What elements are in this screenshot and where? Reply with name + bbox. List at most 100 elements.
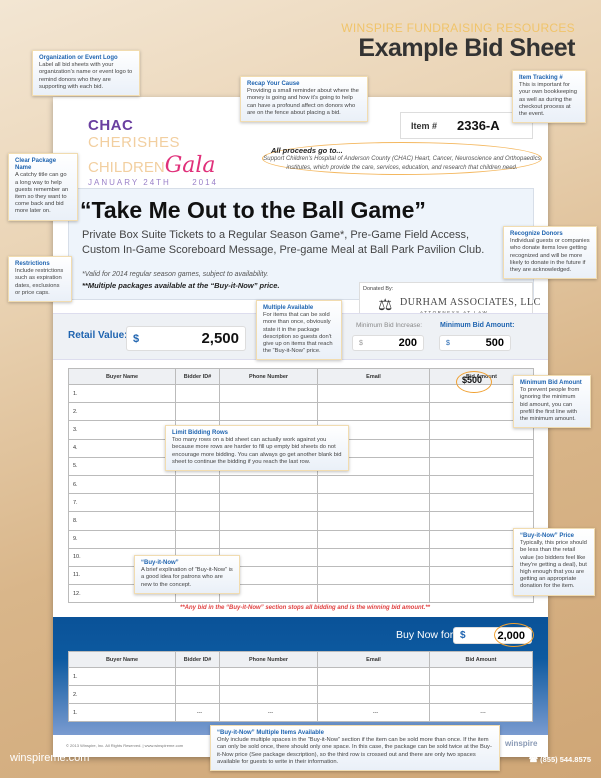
callout-title: Minimum Bid Amount — [520, 380, 582, 386]
buy-now-cell[interactable] — [317, 685, 430, 704]
row-number-cell[interactable]: 3. — [68, 420, 176, 440]
phone-number: ☎ (855) 544.8575 — [528, 755, 591, 764]
row-number-cell[interactable]: 4. — [68, 438, 176, 458]
min-increase-value: 200 — [398, 337, 417, 349]
buy-now-table: Buyer Name Bidder ID# Phone Number Email… — [68, 651, 533, 722]
row-number-cell[interactable]: 6. — [68, 474, 176, 495]
buy-now-cell[interactable]: --- — [317, 703, 430, 722]
donor-subtitle: ATTORNEYS AT LAW — [420, 310, 488, 315]
bid-cell[interactable] — [429, 474, 534, 495]
bid-cell[interactable] — [219, 383, 318, 404]
buy-it-now-warning: **Any bid in the “Buy-it-Now” section st… — [180, 605, 431, 611]
bid-cell[interactable] — [317, 565, 430, 586]
row-number-cell[interactable]: 1. — [68, 383, 176, 404]
bid-cell[interactable] — [317, 493, 430, 513]
buy-now-cell[interactable]: --- — [175, 703, 220, 722]
row-number-cell[interactable]: 2. — [68, 402, 176, 422]
buy-now-cell[interactable] — [317, 667, 430, 686]
package-panel — [68, 188, 534, 300]
row-number-cell[interactable]: 5. — [68, 456, 176, 476]
callout-title: “Buy-it-Now” Multiple Items Available — [217, 730, 324, 736]
bid-cell[interactable] — [175, 511, 220, 531]
bid-cell[interactable] — [429, 456, 534, 476]
logo-chac: CHAC — [88, 117, 134, 134]
callout-text: Too many rows on a bid sheet can actuall… — [172, 437, 342, 465]
buy-now-cell[interactable] — [429, 667, 533, 686]
retail-value-field[interactable]: $2,500 — [126, 326, 246, 351]
bid-cell[interactable] — [219, 529, 318, 549]
proceeds-text: Support Children's Hospital of Anderson … — [263, 156, 541, 171]
scales-icon: ⚖ — [378, 297, 393, 314]
buy-now-cell[interactable]: --- — [219, 703, 318, 722]
row-number-cell[interactable]: 1. — [68, 667, 176, 686]
highlight-circle — [456, 371, 492, 393]
event-logo: CHAC CHERISHES CHILDRENGala JANUARY 24TH… — [88, 117, 218, 187]
logo-cherishes: CHERISHES — [88, 134, 181, 151]
row-number-cell[interactable]: 7. — [68, 493, 176, 513]
row-number-cell[interactable]: 9. — [68, 529, 176, 549]
bid-cell[interactable] — [175, 529, 220, 549]
table-row: 2. — [68, 685, 533, 704]
bid-cell[interactable] — [317, 584, 430, 604]
bid-cell[interactable] — [317, 402, 430, 422]
bid-cell[interactable] — [175, 383, 220, 404]
callout-title: Restrictions — [15, 261, 50, 267]
bid-cell[interactable] — [429, 493, 534, 513]
buy-now-cell[interactable] — [219, 667, 318, 686]
callout-limit-rows: Limit Bidding Rows Too many rows on a bid… — [165, 425, 349, 472]
callout-title: “Buy-it-Now” — [141, 560, 179, 566]
bid-cell[interactable] — [317, 383, 430, 404]
col-bidder-id: Bidder ID# — [175, 651, 220, 668]
callout-title: Limit Bidding Rows — [172, 430, 228, 436]
logo-gala: Gala — [164, 153, 216, 178]
package-description: Private Box Suite Tickets to a Regular S… — [82, 229, 485, 256]
bid-cell[interactable] — [175, 493, 220, 513]
callout-text: Providing a small reminder about where t… — [247, 88, 359, 116]
currency: $ — [460, 630, 466, 641]
buy-now-label: Buy Now for: — [396, 629, 457, 641]
bid-cell[interactable] — [219, 511, 318, 531]
bid-cell[interactable] — [429, 438, 534, 458]
row-number-cell[interactable]: 1. — [68, 703, 176, 722]
callout-text: To prevent people from ignoring the mini… — [520, 387, 580, 423]
callout-clear-name: Clear Package Name A catchy title can go … — [8, 153, 78, 221]
min-increase-label: Minimum Bid Increase: — [356, 322, 423, 329]
table-row: 2. — [68, 402, 534, 422]
bid-cell[interactable] — [175, 474, 220, 495]
buy-now-cell[interactable] — [429, 685, 533, 704]
table-row: 1. — [68, 383, 534, 404]
bid-cell[interactable] — [219, 402, 318, 422]
callout-text: A brief explination of “Buy-it-Now” is a… — [141, 567, 233, 588]
site-link[interactable]: winspireme.com — [10, 752, 90, 764]
buy-now-cell[interactable]: --- — [429, 703, 533, 722]
buy-now-cell[interactable] — [175, 685, 220, 704]
min-amount-field[interactable]: $500 — [439, 335, 511, 351]
callout-title: Multiple Available — [263, 305, 314, 311]
table-row: 1. --- --- --- --- — [68, 703, 533, 722]
bid-cell[interactable] — [317, 547, 430, 567]
col-phone: Phone Number — [219, 651, 318, 668]
min-increase-field[interactable]: $200 — [352, 335, 424, 351]
min-amount-label: Minimum Bid Amount: — [440, 322, 515, 329]
bid-cell[interactable] — [219, 493, 318, 513]
buy-now-cell[interactable] — [175, 667, 220, 686]
logo-year: 2014 — [192, 178, 218, 187]
callout-text: Label all bid sheets with your organizat… — [39, 62, 133, 90]
callout-buy-it-now: “Buy-it-Now” A brief explination of “Buy-… — [134, 555, 240, 594]
bid-cell[interactable] — [317, 474, 430, 495]
callout-title: “Buy-it-Now” Price — [520, 533, 575, 539]
donor-name: DURHAM ASSOCIATES, LLC — [400, 297, 541, 308]
bid-cell[interactable] — [429, 420, 534, 440]
callout-recap: Recap Your Cause Providing a small remind… — [240, 76, 368, 123]
bid-cell[interactable] — [317, 511, 430, 531]
row-number-cell[interactable]: 2. — [68, 685, 176, 704]
buy-now-cell[interactable] — [219, 685, 318, 704]
row-number-cell[interactable]: 8. — [68, 511, 176, 531]
bid-cell[interactable] — [317, 529, 430, 549]
callout-item-tracking: Item Tracking # This is important for you… — [512, 70, 586, 124]
bid-cell[interactable] — [219, 474, 318, 495]
retail-value: 2,500 — [201, 330, 239, 347]
item-number-box: Item # 2336-A — [400, 112, 533, 139]
callout-title: Organization or Event Logo — [39, 55, 118, 61]
bid-cell[interactable] — [175, 402, 220, 422]
